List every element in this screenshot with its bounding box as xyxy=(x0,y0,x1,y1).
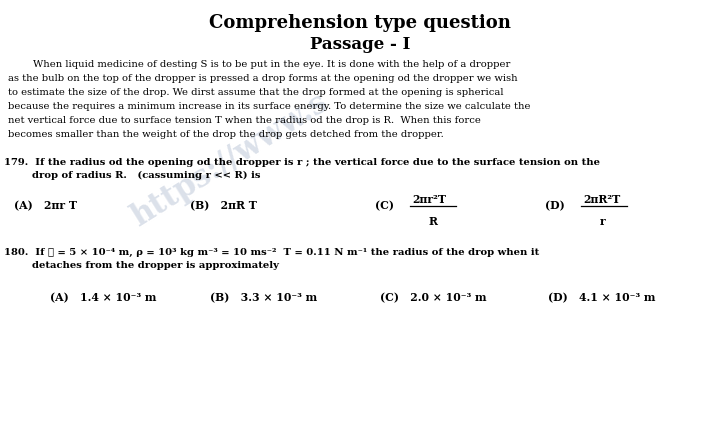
Text: 180.  If ℓ = 5 × 10⁻⁴ m, ρ = 10³ kg m⁻³ = 10 ms⁻²  T = 0.11 N m⁻¹ the radius of : 180. If ℓ = 5 × 10⁻⁴ m, ρ = 10³ kg m⁻³ =… xyxy=(4,248,539,257)
Text: detaches from the dropper is approximately: detaches from the dropper is approximate… xyxy=(4,261,279,270)
Text: https://www.s: https://www.s xyxy=(126,87,334,233)
Text: 2πr²T: 2πr²T xyxy=(412,194,446,205)
Text: because the requires a minimum increase in its surface energy. To determine the : because the requires a minimum increase … xyxy=(8,102,531,111)
Text: net vertical force due to surface tension T when the radius od the drop is R.  W: net vertical force due to surface tensio… xyxy=(8,116,481,125)
Text: to estimate the size of the drop. We dirst assume that the drop formed at the op: to estimate the size of the drop. We dir… xyxy=(8,88,503,97)
Text: (D): (D) xyxy=(545,200,564,211)
Text: (D)   4.1 × 10⁻³ m: (D) 4.1 × 10⁻³ m xyxy=(548,292,655,303)
Text: (A)   1.4 × 10⁻³ m: (A) 1.4 × 10⁻³ m xyxy=(50,292,156,303)
Text: (C): (C) xyxy=(375,200,394,211)
Text: (B)   2πR T: (B) 2πR T xyxy=(190,200,257,211)
Text: 2πR²T: 2πR²T xyxy=(583,194,620,205)
Text: drop of radius R.   (cassuming r << R) is: drop of radius R. (cassuming r << R) is xyxy=(4,171,261,180)
Text: 179.  If the radius od the opening od the dropper is r ; the vertical force due : 179. If the radius od the opening od the… xyxy=(4,158,600,167)
Text: When liquid medicine of desting S is to be put in the eye. It is done with the h: When liquid medicine of desting S is to … xyxy=(8,60,510,69)
Text: r: r xyxy=(600,216,606,227)
Text: becomes smaller than the weight of the drop the drop gets detched from the dropp: becomes smaller than the weight of the d… xyxy=(8,130,444,139)
Text: R: R xyxy=(429,216,438,227)
Text: Comprehension type question: Comprehension type question xyxy=(209,14,511,32)
Text: Passage - I: Passage - I xyxy=(310,36,410,53)
Text: (B)   3.3 × 10⁻³ m: (B) 3.3 × 10⁻³ m xyxy=(210,292,317,303)
Text: as the bulb on the top of the dropper is pressed a drop forms at the opening od : as the bulb on the top of the dropper is… xyxy=(8,74,518,83)
Text: (A)   2πr T: (A) 2πr T xyxy=(14,200,77,211)
Text: (C)   2.0 × 10⁻³ m: (C) 2.0 × 10⁻³ m xyxy=(380,292,487,303)
